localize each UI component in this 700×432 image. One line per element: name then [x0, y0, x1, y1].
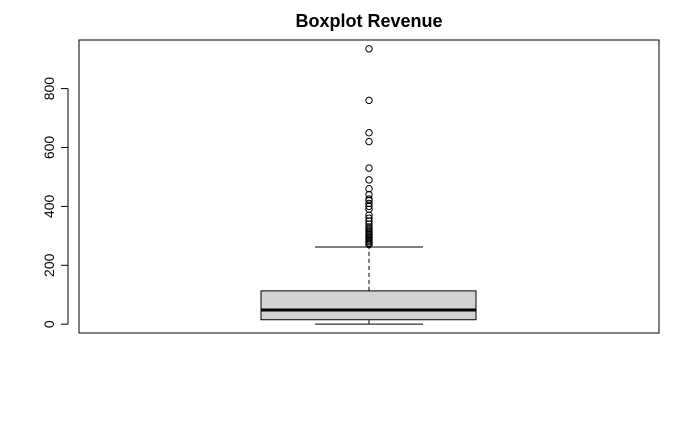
outlier-point	[365, 164, 373, 172]
y-tick-label: 0	[41, 320, 57, 328]
outlier-point	[365, 214, 373, 222]
box-group	[260, 246, 477, 325]
outlier-point	[365, 195, 373, 203]
outlier-point	[365, 199, 373, 208]
y-tick-label: 600	[41, 136, 57, 160]
outlier-point	[365, 202, 373, 211]
outlier-point	[365, 137, 373, 146]
y-tick-label: 800	[41, 77, 57, 101]
iqr-box	[260, 290, 477, 321]
y-tick-label: 200	[41, 253, 57, 277]
chart-title: Boxplot Revenue	[295, 11, 442, 31]
outlier-point	[365, 205, 373, 214]
outlier-point	[365, 220, 373, 228]
outlier-point	[365, 45, 373, 53]
outlier-points	[365, 45, 373, 249]
outlier-point	[365, 190, 373, 199]
outlier-point	[365, 217, 373, 225]
outlier-point	[365, 223, 373, 231]
y-axis-ticks: 0 200 400 600 800	[41, 77, 68, 328]
outlier-point	[365, 185, 373, 193]
y-tick-label: 400	[41, 194, 57, 218]
outlier-point	[365, 176, 373, 184]
outlier-point	[365, 129, 373, 137]
outlier-point	[365, 96, 373, 105]
plot-frame	[78, 39, 660, 334]
outlier-point	[365, 211, 373, 219]
